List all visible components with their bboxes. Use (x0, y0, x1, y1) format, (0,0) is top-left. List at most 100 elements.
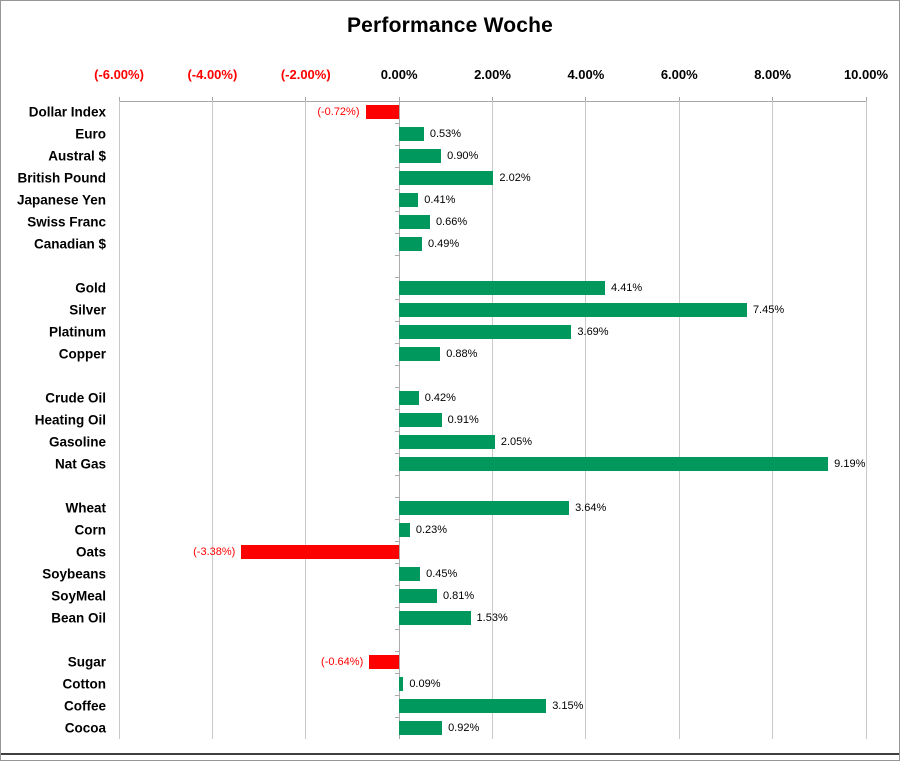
value-label: 1.53% (476, 612, 508, 624)
axis-tick-label: 6.00% (660, 67, 698, 82)
category-label: British Pound (17, 170, 107, 186)
value-label: 0.09% (409, 678, 441, 690)
bar (399, 435, 495, 449)
gridline (118, 101, 120, 739)
category-label: SoyMeal (51, 588, 106, 604)
zero-axis-category-ticks (395, 101, 400, 739)
bar (399, 677, 404, 691)
gridline (865, 101, 867, 739)
bar (399, 193, 419, 207)
chart-row: Nat Gas 9.19% (55, 453, 866, 475)
value-label: 0.42% (424, 392, 456, 404)
value-label: 0.49% (428, 238, 460, 250)
category-label: Austral $ (48, 148, 106, 164)
category-label: Gasoline (48, 434, 106, 450)
spacer-row (119, 255, 866, 277)
category-label: Oats (75, 544, 106, 560)
bar (399, 303, 747, 317)
chart-row: Cocoa 0.92% (65, 717, 866, 739)
chart-row: SoyMeal 0.81% (51, 585, 866, 607)
chart-bottom-border (1, 753, 899, 755)
category-label: Silver (69, 302, 106, 318)
bar (399, 699, 547, 713)
bar (399, 413, 442, 427)
chart-row: Platinum 3.69% (49, 321, 866, 343)
category-label: Cotton (62, 676, 106, 692)
chart-row: Oats (-3.38%) (76, 541, 866, 563)
axis-tick-label: 4.00% (567, 67, 605, 82)
category-label: Copper (58, 346, 106, 362)
category-label: Heating Oil (34, 412, 106, 428)
value-label: 2.02% (499, 172, 531, 184)
value-label: 3.64% (575, 502, 607, 514)
bar (399, 149, 442, 163)
chart-row: Wheat 3.64% (66, 497, 866, 519)
chart-row: Dollar Index (-0.72%) (29, 101, 866, 123)
category-label: Wheat (65, 500, 107, 516)
spacer-row (119, 365, 866, 387)
axis-tick-label: 10.00% (843, 67, 889, 82)
bar (399, 589, 437, 603)
gridline (678, 101, 680, 739)
gridline (585, 101, 587, 739)
chart-title: Performance Woche (346, 14, 554, 37)
gridline (772, 101, 774, 739)
bar (399, 127, 424, 141)
category-label: Coffee (63, 698, 106, 714)
category-label: Dollar Index (28, 104, 106, 120)
chart-row: Corn 0.23% (75, 519, 866, 541)
chart-row: Copper 0.88% (59, 343, 866, 365)
value-label: 0.92% (448, 722, 480, 734)
category-label: Platinum (48, 324, 106, 340)
chart-row: Silver 7.45% (69, 299, 866, 321)
chart-row: Soybeans 0.45% (42, 563, 866, 585)
bar (399, 523, 410, 537)
axis-tick-label: (-4.00%) (187, 67, 238, 82)
category-label: Gold (75, 280, 106, 296)
axis-tick-label: 0.00% (380, 67, 418, 82)
bar (399, 347, 441, 361)
category-label: Sugar (67, 654, 106, 670)
bar (365, 105, 400, 119)
spacer-row (119, 629, 866, 651)
axis-tick-label: 2.00% (474, 67, 511, 82)
value-label: 9.19% (834, 458, 866, 470)
category-label: Canadian $ (33, 236, 106, 252)
value-label: 3.69% (577, 326, 609, 338)
bar (399, 237, 422, 251)
bar (399, 325, 572, 339)
gridline (211, 101, 213, 739)
chart-row: Bean Oil 1.53% (51, 607, 866, 629)
value-label: 3.15% (552, 700, 584, 712)
chart-row: Gasoline 2.05% (49, 431, 866, 453)
value-label: 0.66% (435, 216, 468, 228)
gridline (305, 101, 307, 739)
category-label: Corn (74, 522, 107, 538)
chart-row: Euro 0.53% (75, 123, 866, 145)
bar (399, 215, 430, 229)
value-label: 0.53% (429, 128, 462, 140)
value-label: (-0.72%) (317, 106, 360, 118)
chart-row: Austral $ 0.90% (48, 145, 866, 167)
axis-tick-label: (-2.00%) (280, 67, 331, 82)
value-label: 0.41% (424, 194, 456, 206)
bar (399, 501, 570, 515)
category-label: Euro (75, 126, 106, 142)
gridline (492, 101, 493, 739)
bar (399, 391, 419, 405)
bar (399, 457, 829, 471)
value-label: 0.88% (446, 348, 478, 360)
chart-row: Cotton 0.09% (63, 673, 866, 695)
chart-row: Gold 4.41% (75, 277, 866, 299)
chart-row: Japanese Yen 0.41% (17, 189, 866, 211)
chart-row: Swiss Franc 0.66% (27, 211, 866, 233)
bar (399, 281, 606, 295)
chart-rows: Dollar Index (-0.72%) Euro 0.53% Austral $ 0.… (17, 101, 866, 739)
chart-row: Canadian $ 0.49% (34, 233, 866, 255)
chart-row: Sugar (-0.64%) (68, 651, 866, 673)
chart-row: Crude Oil 0.42% (45, 387, 866, 409)
chart-row: Heating Oil 0.91% (35, 409, 866, 431)
value-label: (-3.38%) (193, 546, 236, 558)
chart-row: Coffee 3.15% (64, 695, 866, 717)
bar (369, 655, 400, 669)
